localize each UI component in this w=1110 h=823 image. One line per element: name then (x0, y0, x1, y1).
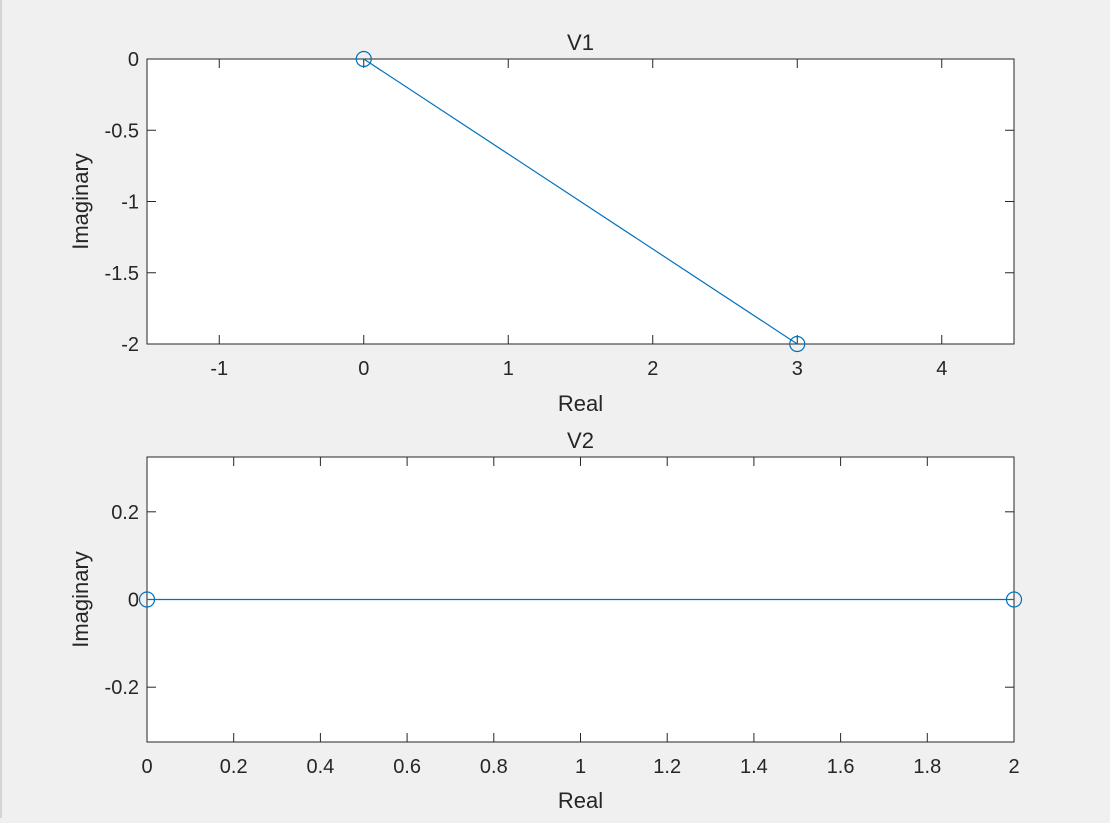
axes-v1[interactable]: -1 0 1 2 3 4 0 -0.5 -1 -1.5 -2 V1 Real Imaginary (68, 30, 1015, 416)
x-axis-label: Real (558, 788, 603, 813)
x-tick-label: 0 (358, 358, 369, 380)
window-left-edge (0, 0, 2, 818)
data-point-marker[interactable] (789, 335, 806, 353)
x-tick-label: 1.6 (827, 756, 855, 778)
x-tick-label: 2 (647, 358, 658, 380)
x-tick-label: 0.8 (480, 756, 508, 778)
series-line (363, 58, 798, 345)
y-tick-label: -1 (121, 192, 139, 214)
data-point-marker[interactable] (1005, 591, 1023, 608)
x-tick-label: -1 (210, 358, 228, 380)
y-tick-label: -2 (121, 334, 139, 356)
x-axis-label: Real (558, 391, 603, 416)
y-axis-label: Imaginary (68, 551, 93, 648)
axes-title: V1 (567, 30, 594, 55)
data-point-marker[interactable] (355, 50, 372, 68)
y-tick-label: 0 (128, 590, 139, 612)
data-point-marker[interactable] (138, 591, 156, 608)
y-tick-label: -1.5 (105, 263, 139, 285)
x-tick-label: 1 (575, 756, 586, 778)
x-tick-label: 2 (1008, 756, 1019, 778)
x-tick-label: 0.4 (306, 756, 334, 778)
x-tick-label: 1.4 (740, 756, 768, 778)
x-tick-label: 0.6 (393, 756, 421, 778)
x-tick-label: 1.2 (653, 756, 681, 778)
x-tick-label: 1.8 (913, 756, 941, 778)
y-axis-label: Imaginary (68, 153, 93, 250)
axes-box (146, 58, 1015, 345)
x-tick-label: 1 (503, 358, 514, 380)
axes-v2[interactable]: 0 0.2 0.4 0.6 0.8 1 1.2 1.4 1.6 1.8 2 0.2 0 -0.2 V2 Rea… (68, 428, 1023, 813)
x-tick-label: 4 (936, 358, 947, 380)
y-tick-label: -0.5 (105, 120, 139, 142)
axes-title: V2 (567, 428, 594, 453)
y-tick-label: 0 (128, 49, 139, 71)
x-tick-label: 0 (141, 756, 152, 778)
y-tick-label: -0.2 (105, 677, 139, 699)
x-tick-label: 0.2 (220, 756, 248, 778)
y-tick-label: 0.2 (111, 502, 139, 524)
x-tick-label: 3 (792, 358, 803, 380)
